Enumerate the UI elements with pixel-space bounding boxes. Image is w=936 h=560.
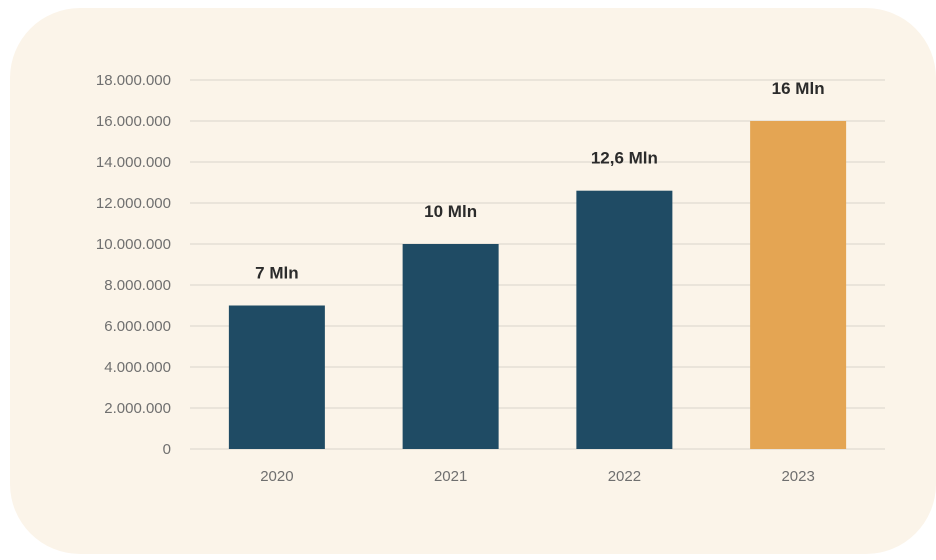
bar-2021 [402,244,499,449]
bar-2020 [228,305,325,449]
y-tick-label-2: 4.000.000 [104,359,171,376]
y-tick-label-5: 10.000.000 [96,236,171,253]
data-label-2021: 10 Mln [424,202,477,221]
y-tick-label-7: 14.000.000 [96,154,171,171]
data-label-2023: 16 Mln [772,79,825,98]
y-tick-label-9: 18.000.000 [96,72,171,89]
y-tick-label-8: 16.000.000 [96,113,171,130]
x-tick-label-2022: 2022 [608,468,641,485]
y-tick-label-6: 12.000.000 [96,195,171,212]
x-tick-label-2023: 2023 [781,468,814,485]
bar-2022 [576,190,673,449]
data-label-2022: 12,6 Mln [591,149,658,168]
y-tick-label-0: 0 [163,441,171,458]
data-label-2020: 7 Mln [255,264,298,283]
y-tick-label-4: 8.000.000 [104,277,171,294]
bar-2023 [750,121,847,449]
y-tick-label-1: 2.000.000 [104,400,171,417]
x-tick-label-2021: 2021 [434,468,467,485]
y-tick-label-3: 6.000.000 [104,318,171,335]
x-tick-label-2020: 2020 [260,468,293,485]
